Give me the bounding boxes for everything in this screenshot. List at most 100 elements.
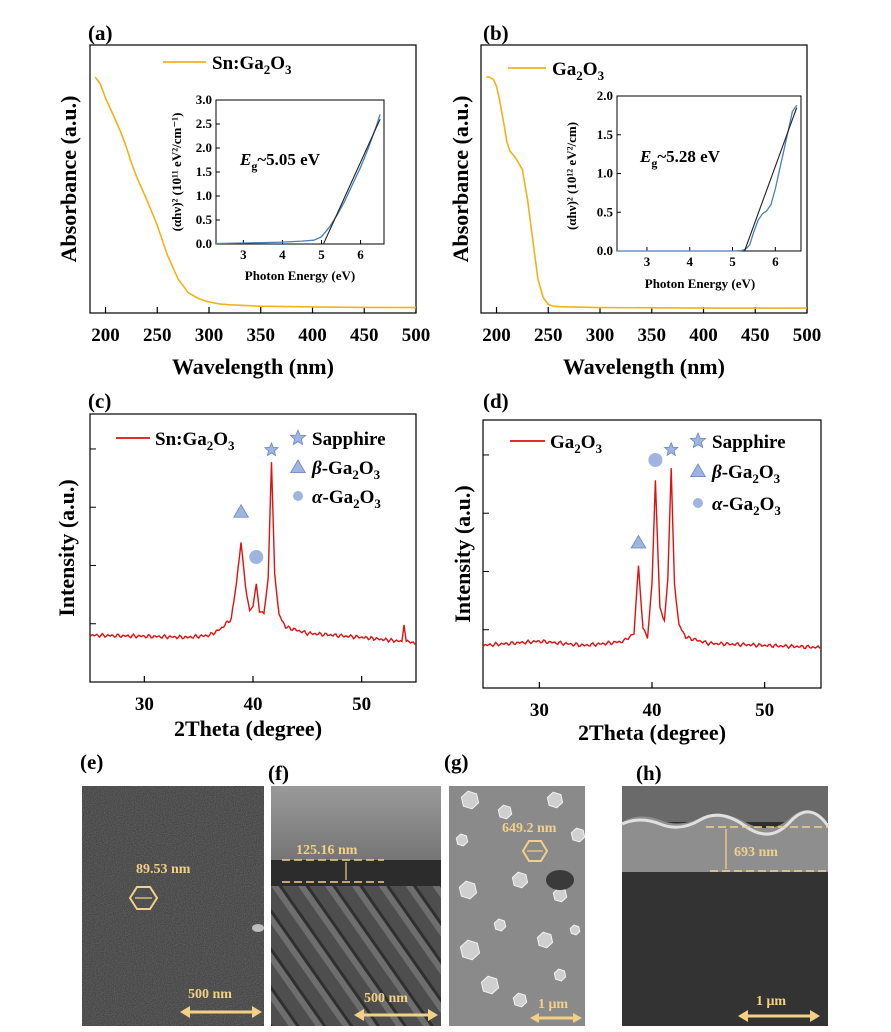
y-axis-title-a: Absorbance (a.u.) <box>56 96 81 263</box>
sem-grain-g <box>553 968 567 982</box>
sem-grains-g <box>455 790 586 1008</box>
scale-label-e: 500 nm <box>188 987 232 1002</box>
inset-x-title-a: Photon Energy (eV) <box>245 268 356 283</box>
sem-grain-g <box>458 880 478 900</box>
panel-label-f: (f) <box>268 761 289 785</box>
legend-beta-c: β-Ga2O3 <box>311 458 381 482</box>
scale-arrow-right-f <box>428 1009 438 1021</box>
scale-arrow-right-g <box>573 1013 582 1023</box>
x-tick-label-c: 40 <box>244 694 263 715</box>
inset-ticks-b: 3 4 5 6 0.0 0.5 1.0 1.5 2.0 <box>597 88 779 269</box>
tauc-data-a <box>215 114 381 245</box>
inset-x-tick-label-b: 5 <box>729 254 736 269</box>
panel-c: (c) 30 40 50 2Theta (degree) Intensity (a.… <box>54 389 417 741</box>
inset-ticks-a: 3 4 5 6 0.0 0.5 1.0 1.5 2.0 2.5 3.0 <box>196 92 365 262</box>
inset-y-tick-label-a: 0.5 <box>196 212 213 227</box>
sem-grain-g <box>511 871 529 889</box>
y-ticks-c <box>90 448 96 625</box>
x-tick-label-b: 300 <box>586 325 615 346</box>
inset-x-tick-label-a: 4 <box>279 247 286 262</box>
legend-star-icon-c <box>289 428 307 446</box>
panel-d: (d) 30 40 50 2Theta (degree) Intensity (a.… <box>450 389 822 745</box>
panel-label-c: (c) <box>88 389 111 413</box>
peak-marker-star-d <box>663 441 679 457</box>
bandgap-annotation-b: Eg~5.28 eV <box>639 147 721 170</box>
x-tick-label-b: 400 <box>689 325 718 346</box>
legend-markers-d <box>689 431 707 508</box>
x-tick-label-b: 450 <box>741 325 770 346</box>
sem-substrate-f <box>271 886 441 1026</box>
plot-frame-b <box>480 44 808 314</box>
x-tick-label-c: 50 <box>352 694 371 715</box>
y-axis-title-d: Intensity (a.u.) <box>450 485 475 623</box>
x-tick-label-b: 250 <box>534 325 563 346</box>
x-ticks-c: 30 40 50 <box>135 676 371 715</box>
x-axis-title-a: Wavelength (nm) <box>172 354 334 379</box>
sem-grain-g <box>493 918 507 932</box>
x-tick-label-b: 200 <box>482 325 511 346</box>
x-ticks-b: 200 250 300 350 400 450 500 <box>482 307 821 346</box>
legend-label-d: Ga2O3 <box>550 432 603 456</box>
legend-sapphire-d: Sapphire <box>712 432 786 453</box>
peak-marker-circle-c <box>249 550 264 564</box>
x-tick-label-a: 250 <box>143 325 172 346</box>
tauc-data-b <box>617 104 798 252</box>
inset-x-tick-label-b: 3 <box>644 254 651 269</box>
scale-label-g: 1 μm <box>538 997 568 1012</box>
x-tick-label-b: 500 <box>793 325 822 346</box>
x-tick-label-b: 350 <box>638 325 667 346</box>
y-ticks-d <box>483 454 489 631</box>
sem-substrate-h <box>622 872 828 1026</box>
x-tick-label-d: 50 <box>755 700 774 721</box>
sem-grain-e <box>82 786 264 1026</box>
panel-g: (g) 649.2 nm 1 μm <box>444 750 586 1026</box>
plot-frame-c <box>89 413 417 683</box>
x-tick-label-a: 200 <box>91 325 120 346</box>
x-tick-label-a: 450 <box>350 325 379 346</box>
legend-alpha-d: α-Ga2O3 <box>712 494 781 518</box>
panel-label-a: (a) <box>88 21 113 45</box>
sem-grain-g <box>512 992 528 1008</box>
peak-marker-circle-d <box>648 453 663 467</box>
legend-circle-icon-c <box>293 491 303 501</box>
legend-alpha-c: α-Ga2O3 <box>312 487 381 511</box>
xrd-line-d <box>482 468 822 650</box>
inset-y-tick-label-b: 1.0 <box>597 166 613 181</box>
x-tick-label-a: 500 <box>402 325 431 346</box>
thickness-label-h: 693 nm <box>734 845 778 860</box>
legend-triangle-icon-d <box>689 463 707 478</box>
legend-label-c: Sn:Ga2O3 <box>155 429 235 453</box>
inset-x-title-b: Photon Energy (eV) <box>645 276 756 291</box>
sem-grain-g <box>546 791 564 809</box>
scale-arrow-right-h <box>810 1010 820 1022</box>
sem-grain-g <box>552 887 568 903</box>
panel-e: (e) 89.53 nm 500 nm <box>80 750 264 1026</box>
legend-beta-d: β-Ga2O3 <box>711 462 781 486</box>
x-tick-label-c: 30 <box>135 694 154 715</box>
tauc-fit-a <box>322 118 381 245</box>
inset-y-tick-label-b: 1.5 <box>597 127 614 142</box>
inset-frame-b <box>616 95 802 252</box>
hexagon-icon-e <box>128 886 159 910</box>
sem-dark-cluster-g <box>546 870 574 890</box>
inset-y-tick-label-a: 1.0 <box>196 188 212 203</box>
x-tick-label-d: 30 <box>530 700 549 721</box>
x-axis-title-d: 2Theta (degree) <box>578 720 726 745</box>
scale-arrow-left-e <box>180 1006 190 1018</box>
scale-arrow-left-g <box>530 1013 539 1023</box>
size-label-g: 649.2 nm <box>502 821 557 836</box>
inset-tauc-b: 3 4 5 6 0.0 0.5 1.0 1.5 2.0 Eg~5.28 eV Photon En… <box>564 88 802 291</box>
sem-film-h <box>622 810 828 872</box>
peak-markers-d <box>630 441 679 549</box>
sem-grain-g <box>455 833 469 847</box>
legend-sapphire-c: Sapphire <box>312 429 386 450</box>
sem-grain-g <box>569 924 581 936</box>
panel-label-e: (e) <box>80 750 103 774</box>
peak-marker-triangle-c <box>233 503 250 518</box>
x-tick-label-a: 300 <box>195 325 224 346</box>
size-label-e: 89.53 nm <box>136 862 191 877</box>
sem-grain-g <box>459 939 481 961</box>
y-axis-title-c: Intensity (a.u.) <box>54 479 79 617</box>
absorbance-line-b <box>486 76 807 309</box>
